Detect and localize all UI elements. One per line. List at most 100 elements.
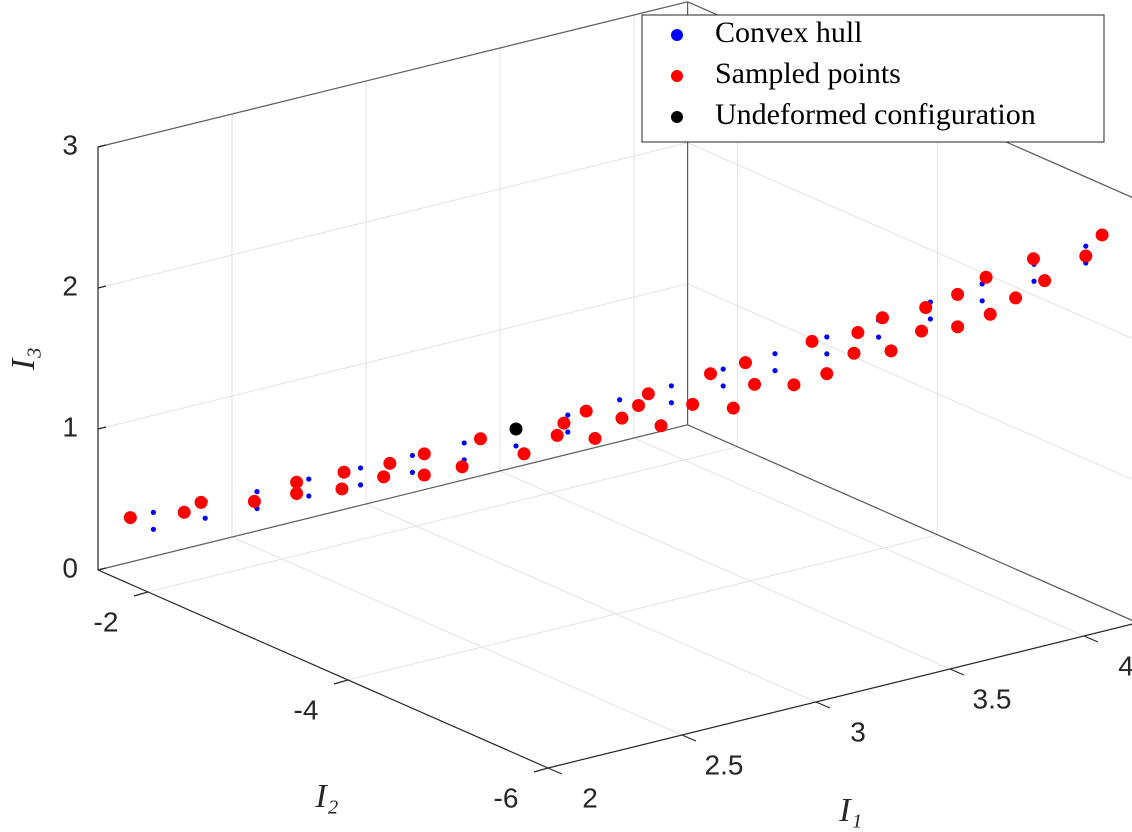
- data-point: [824, 351, 830, 357]
- data-point: [884, 344, 898, 358]
- data-point: [1026, 252, 1040, 266]
- data-point: [617, 397, 623, 403]
- data-point: [123, 511, 137, 525]
- z-tick-label: 3: [62, 129, 78, 160]
- x-tick-label: 3: [850, 716, 866, 747]
- legend: Convex hull Sampled points Undeformed conf…: [641, 14, 1105, 143]
- data-point: [1031, 278, 1037, 284]
- data-point: [772, 351, 778, 357]
- data-point: [417, 468, 431, 482]
- data-point: [290, 486, 304, 500]
- legend-marker: [671, 29, 683, 41]
- x-tick-label: 3.5: [973, 683, 1012, 714]
- data-point: [875, 311, 889, 325]
- data-point: [557, 416, 571, 430]
- data-point: [150, 526, 156, 532]
- data-point: [461, 440, 467, 446]
- data-point: [306, 476, 312, 482]
- grid-line: [97, 283, 688, 430]
- data-point: [979, 298, 985, 304]
- grid-line: [97, 142, 688, 289]
- x-axis-label: I₁: [838, 792, 862, 829]
- y-tick-label: -2: [94, 606, 119, 637]
- labels: 2 2.5 3 3.5 4 -6 -4 -2 0 1 2 3 I₁ I₂ I₃: [5, 129, 1132, 829]
- data-point: [177, 505, 191, 519]
- data-point: [615, 411, 629, 425]
- data-point: [720, 366, 726, 372]
- z-tick-label: 0: [62, 552, 78, 583]
- data-point: [738, 356, 752, 370]
- data-point: [927, 316, 934, 322]
- x-tick: [1083, 635, 1099, 643]
- data-point: [632, 398, 646, 412]
- data-point: [474, 432, 488, 446]
- data-point: [820, 367, 834, 381]
- data-point: [1083, 243, 1089, 249]
- data-point: [979, 270, 993, 284]
- y-tick: [333, 679, 349, 685]
- data-point: [358, 482, 364, 488]
- data-point: [726, 401, 740, 415]
- data-point: [772, 368, 778, 374]
- x-tick-label: 2: [582, 782, 598, 813]
- grid-line: [687, 142, 1132, 339]
- data-point: [247, 494, 261, 508]
- grid-line: [499, 470, 951, 670]
- axis-line: [547, 623, 1132, 769]
- data-point: [668, 383, 675, 389]
- data-point: [513, 443, 519, 449]
- grid-line: [687, 283, 1132, 480]
- data-point: [686, 397, 700, 411]
- data-point: [704, 367, 717, 381]
- y-tick-label: -6: [494, 782, 519, 813]
- z-tick: [97, 567, 107, 571]
- legend-marker: [671, 111, 683, 123]
- data-point: [358, 465, 364, 471]
- axis-line: [97, 1, 688, 148]
- y-tick: [533, 767, 549, 773]
- data-point: [194, 495, 208, 509]
- data-point: [983, 307, 997, 321]
- grid-line: [347, 534, 938, 681]
- grid-line: [147, 446, 738, 593]
- data-point: [720, 383, 726, 389]
- data-point: [787, 378, 801, 392]
- z-axis-label: I₃: [5, 347, 42, 371]
- data-point: [641, 387, 655, 401]
- z-tick-label: 2: [62, 270, 78, 301]
- legend-box: [641, 14, 1105, 143]
- legend-label: Convex hull: [715, 16, 863, 49]
- data-point: [550, 428, 564, 442]
- data-point: [202, 515, 208, 521]
- data-point: [565, 429, 571, 435]
- data-point: [951, 320, 965, 334]
- axis-line: [687, 424, 1132, 621]
- z-tick: [97, 285, 107, 289]
- data-point: [254, 489, 260, 495]
- data-point: [1038, 274, 1052, 288]
- data-point: [579, 404, 593, 418]
- data-point: [951, 287, 965, 301]
- data-point: [668, 400, 675, 406]
- data-point: [915, 324, 929, 338]
- data-point: [919, 300, 933, 314]
- data-point: [377, 470, 391, 484]
- data-point: [509, 422, 523, 436]
- y-axis-label: I₂: [314, 778, 338, 815]
- z-tick: [97, 426, 107, 430]
- points: [123, 228, 1109, 532]
- data-point: [588, 431, 602, 445]
- data-point: [654, 419, 668, 433]
- data-point: [455, 460, 469, 474]
- data-point: [1095, 228, 1109, 242]
- data-point: [517, 447, 531, 461]
- data-point: [417, 447, 431, 461]
- x-tick-label: 2.5: [705, 749, 744, 780]
- legend-label: Sampled points: [715, 57, 901, 90]
- y-tick: [133, 591, 149, 597]
- data-point: [409, 452, 415, 459]
- data-point: [805, 334, 819, 348]
- data-point: [306, 493, 312, 499]
- axis-line: [97, 424, 688, 571]
